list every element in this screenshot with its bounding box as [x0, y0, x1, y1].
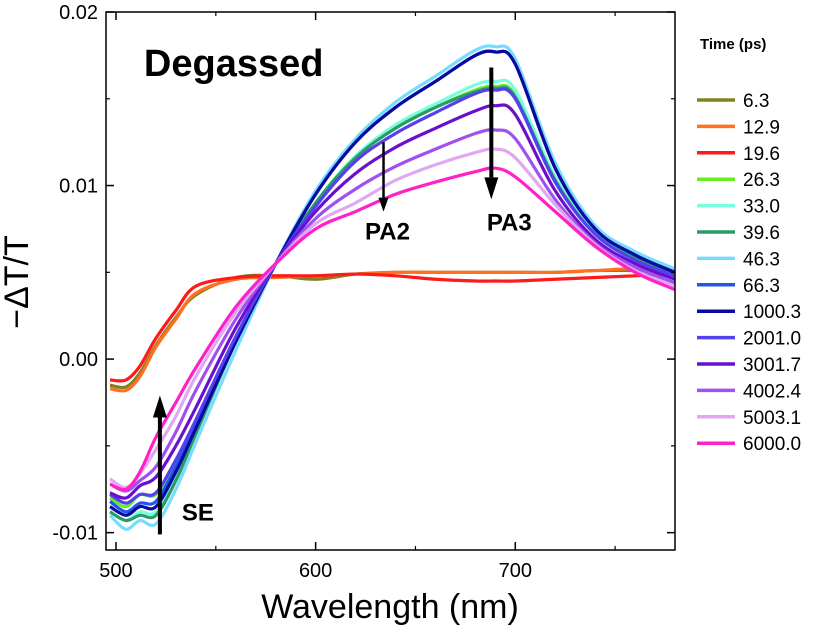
plot-frame: [105, 11, 676, 551]
legend-label-6000.0: 6000.0: [743, 434, 801, 455]
legend: Time (ps) 6.3 12.9 19.6 26.3 33.0 39.6 46.3 66.…: [697, 36, 802, 455]
legend-label-3001.7: 3001.7: [743, 355, 801, 376]
legend-label-33.0: 33.0: [743, 197, 780, 218]
y-tick-label: 0.02: [59, 2, 98, 24]
series-line-3001.7: [109, 103, 676, 500]
x-tick-label: 500: [99, 560, 132, 582]
x-tick-label: 600: [299, 560, 332, 582]
arrow-pa2-head: [378, 197, 389, 212]
legend-title: Time (ps): [700, 36, 766, 53]
series-line-39.6: [109, 85, 676, 523]
series-line-4002.4: [109, 128, 676, 493]
series-line-5003.1: [109, 147, 676, 490]
series-line-1000.3: [109, 49, 676, 517]
y-tick-label: -0.01: [52, 523, 98, 545]
legend-label-1000.3: 1000.3: [743, 302, 801, 323]
series-lines: [108, 44, 676, 531]
legend-label-2001.0: 2001.0: [743, 329, 801, 350]
annotation-se: SE: [182, 499, 214, 526]
legend-label-6.3: 6.3: [743, 91, 769, 112]
annotation-degassed: Degassed: [144, 43, 324, 85]
x-axis-label: Wavelength (nm): [261, 588, 519, 626]
y-tick-label: 0.01: [59, 176, 98, 198]
series-line-33.0: [109, 78, 676, 523]
legend-label-46.3: 46.3: [743, 249, 780, 270]
series-line-6000.0: [109, 166, 676, 492]
series-line-2001.0: [109, 87, 676, 505]
legend-label-66.3: 66.3: [743, 276, 780, 297]
axis-ticks: 500 600 700 -0.01 0.00 0.01 0.02: [52, 2, 675, 582]
legend-label-5003.1: 5003.1: [743, 408, 801, 429]
legend-label-26.3: 26.3: [743, 170, 780, 191]
legend-label-12.9: 12.9: [743, 117, 780, 138]
annotation-pa2: PA2: [365, 218, 410, 245]
arrow-pa3-head: [484, 177, 499, 200]
legend-label-19.6: 19.6: [743, 144, 780, 165]
x-tick-label: 700: [499, 560, 532, 582]
annotation-pa3: PA3: [487, 210, 532, 237]
legend-label-39.6: 39.6: [743, 223, 780, 244]
arrow-se-head: [152, 395, 167, 418]
annotations: Degassed PA2 PA3 SE: [144, 43, 532, 535]
y-tick-label: 0.00: [59, 349, 98, 371]
legend-label-4002.4: 4002.4: [743, 381, 802, 402]
series-line-19.6: [109, 272, 676, 383]
y-axis-label: −ΔT/T: [0, 235, 36, 329]
